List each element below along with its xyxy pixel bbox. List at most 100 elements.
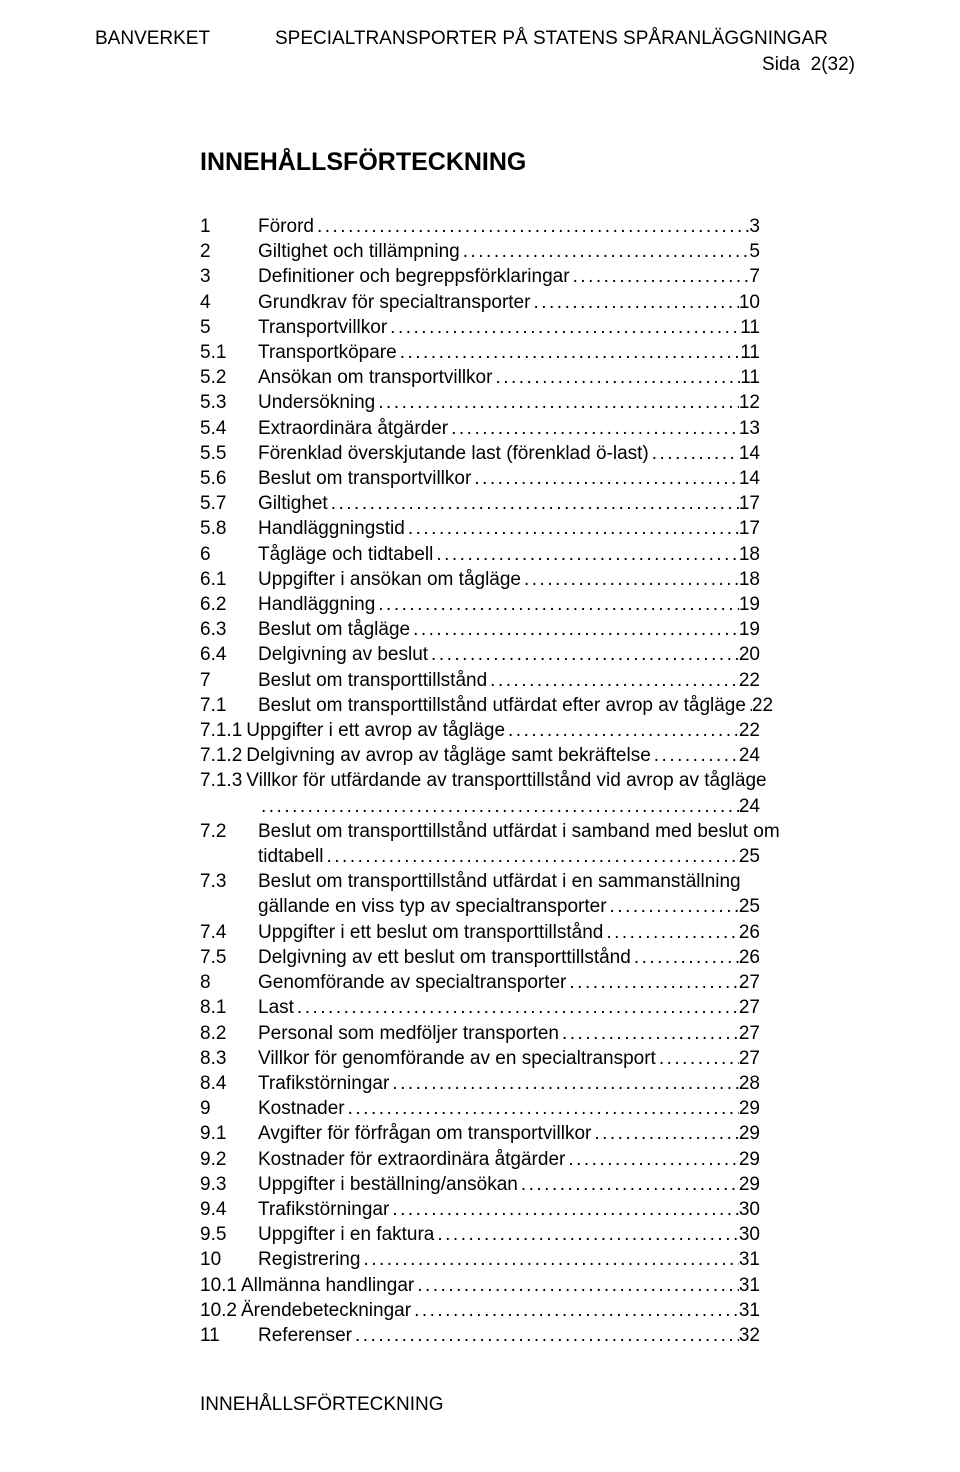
toc-label: Delgivning av avrop av tågläge samt bekr… [246,743,651,768]
toc-number: 7.3 [200,869,258,894]
toc-page: 31 [739,1247,760,1272]
toc-page: 32 [739,1323,760,1348]
toc-number: 7.1.2 [200,743,246,768]
toc-label: Beslut om transporttillstånd [258,668,487,693]
toc-page: 17 [739,516,760,541]
toc-leader: ........................................… [565,1147,739,1172]
toc-label: Avgifter för förfrågan om transportvillk… [258,1121,591,1146]
toc-label: Trafikstörningar [258,1071,389,1096]
toc-leader: ........................................… [591,1121,739,1146]
toc-number: 7.1.1 [200,718,246,743]
toc-number: 10.2 [200,1298,241,1323]
page-label: Sida [762,54,800,75]
toc-label: Villkor för utfärdande av transporttills… [246,768,766,793]
toc-entry: 6Tågläge och tidtabell..................… [200,542,760,567]
toc-entry: 5.7Giltighet............................… [200,491,760,516]
toc-number: 7.4 [200,920,258,945]
toc-leader: ........................................… [651,743,739,768]
toc-entry-cont: tidtabell...............................… [200,844,760,869]
toc-number: 5 [200,315,258,340]
toc-page: 24 [739,794,760,819]
toc-number: 8.2 [200,1021,258,1046]
toc-number: 8.4 [200,1071,258,1096]
toc-number: 5.6 [200,466,258,491]
toc-leader: ........................................… [603,920,739,945]
toc-entry: 7Beslut om transporttillstånd...........… [200,668,760,693]
page-value: 2(32) [811,54,855,75]
toc-label: Transportvillkor [258,315,387,340]
toc-label: Trafikstörningar [258,1197,389,1222]
toc-leader: ........................................… [405,516,739,541]
toc-number: 7 [200,668,258,693]
toc-entry: 5.2Ansökan om transportvillkor..........… [200,365,760,390]
toc-page: 30 [739,1222,760,1247]
toc-label: Beslut om transportvillkor [258,466,471,491]
toc-leader: ........................................… [258,794,739,819]
toc-entry: 3Definitioner och begreppsförklaringar..… [200,264,760,289]
toc-leader: ........................................… [460,239,750,264]
toc-leader: ........................................… [566,970,738,995]
toc-page: 12 [739,390,760,415]
toc-number: 6.4 [200,642,258,667]
toc-entry: 9Kostnader..............................… [200,1096,760,1121]
toc-number: 6.1 [200,567,258,592]
toc-leader: ........................................… [397,340,741,365]
toc-leader: ........................................… [375,390,739,415]
toc-label: Extraordinära åtgärder [258,416,448,441]
toc-leader: ........................................… [324,844,739,869]
toc-page: 19 [739,592,760,617]
toc-label: Delgivning av ett beslut om transporttil… [258,945,631,970]
toc-number: 6.3 [200,617,258,642]
toc-label: Giltighet [258,491,328,516]
toc-number: 5.4 [200,416,258,441]
toc-page: 17 [739,491,760,516]
toc-label: Handläggningstid [258,516,405,541]
toc-leader: ........................................… [360,1247,738,1272]
toc-leader: ........................................… [649,441,739,466]
toc-leader: ........................................… [428,642,739,667]
toc-entry: 5.6Beslut om transportvillkor...........… [200,466,760,491]
toc-number: 1 [200,214,258,239]
toc-entry: 8Genomförande av specialtransporter.....… [200,970,760,995]
toc-leader: ........................................… [389,1197,739,1222]
toc-page: 26 [739,920,760,945]
toc-entry: 8.3Villkor för genomförande av en specia… [200,1046,760,1071]
toc-label: Uppgifter i ansökan om tågläge [258,567,521,592]
toc-number: 9.1 [200,1121,258,1146]
toc-page: 22 [739,718,760,743]
toc-page: 13 [739,416,760,441]
toc-label: Undersökning [258,390,375,415]
toc-page: 29 [739,1121,760,1146]
toc-label: Kostnader för extraordinära åtgärder [258,1147,565,1172]
toc-leader: ........................................… [433,542,739,567]
toc-page: 30 [739,1197,760,1222]
toc-leader: ........................................… [518,1172,739,1197]
toc-entry: 11Referenser............................… [200,1323,760,1348]
toc-label: Registrering [258,1247,360,1272]
toc-leader: ........................................… [448,416,739,441]
toc-label: Referenser [258,1323,352,1348]
toc-leader: ........................................… [414,1273,739,1298]
toc-number: 9.3 [200,1172,258,1197]
toc-number: 11 [200,1323,258,1348]
toc-label: Giltighet och tillämpning [258,239,460,264]
toc-leader: ........................................… [375,592,739,617]
toc-entry-cont: gällande en viss typ av specialtransport… [200,894,760,919]
toc-entry: 7.5Delgivning av ett beslut om transport… [200,945,760,970]
toc-label: Beslut om tågläge [258,617,410,642]
toc-heading: INNEHÅLLSFÖRTECKNING [200,148,526,177]
toc-entry: 10.2Ärendebeteckningar..................… [200,1298,760,1323]
toc-entry: 9.3Uppgifter i beställning/ansökan......… [200,1172,760,1197]
toc-label: Beslut om transporttillstånd utfärdat ef… [258,693,746,718]
toc-entry-cont: ........................................… [200,794,760,819]
toc-number: 5.2 [200,365,258,390]
toc-number: 9.2 [200,1147,258,1172]
toc-leader: ........................................… [505,718,739,743]
toc-leader: ........................................… [487,668,739,693]
toc-leader: ........................................… [352,1323,739,1348]
toc-label: Allmänna handlingar [241,1273,414,1298]
toc-entry: 9.2Kostnader för extraordinära åtgärder.… [200,1147,760,1172]
toc-leader: ........................................… [656,1046,739,1071]
toc-entry: 7.1.2Delgivning av avrop av tågläge samt… [200,743,760,768]
toc-entry: 10.1Allmänna handlingar.................… [200,1273,760,1298]
